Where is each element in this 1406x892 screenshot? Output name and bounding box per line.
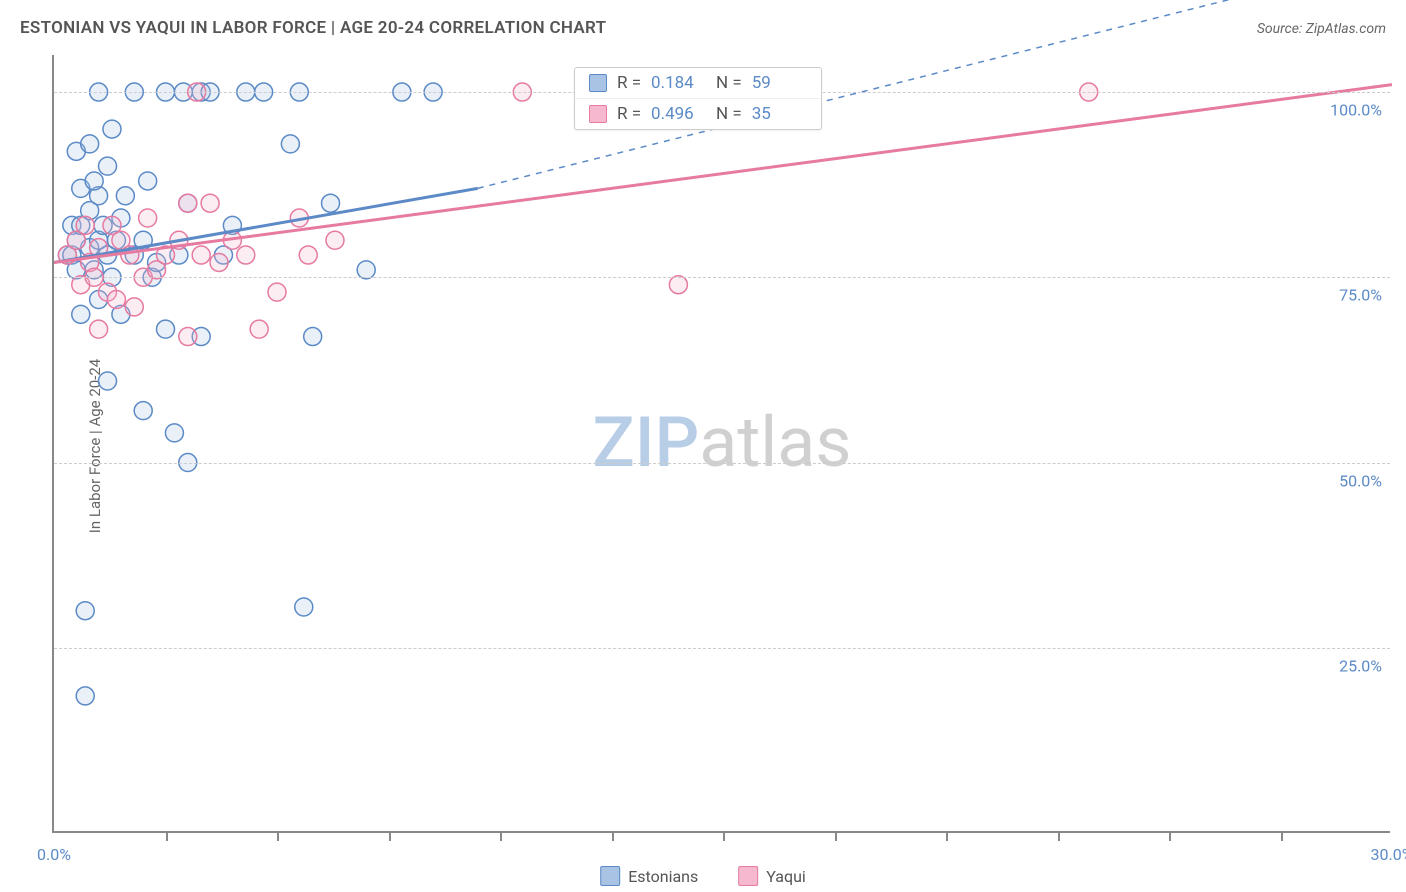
scatter-point-yaqui	[125, 298, 143, 316]
scatter-point-yaqui	[268, 283, 286, 301]
plot-area: ZIPatlas 25.0%50.0%75.0%100.0%0.0%30.0%R…	[52, 55, 1390, 833]
swatch-estonians	[589, 74, 607, 92]
gridline	[54, 277, 1390, 278]
scatter-point-yaqui	[201, 194, 219, 212]
scatter-point-yaqui	[237, 246, 255, 264]
scatter-point-estonians	[72, 305, 90, 323]
legend-swatch	[600, 866, 620, 886]
y-tick-label: 100.0%	[1330, 101, 1382, 120]
n-label: N =	[716, 104, 742, 124]
r-label: R =	[617, 73, 641, 93]
y-tick-label: 50.0%	[1339, 471, 1382, 490]
x-tick	[612, 831, 614, 841]
scatter-point-yaqui	[179, 328, 197, 346]
r-value-yaqui: 0.496	[651, 104, 706, 124]
title-bar: ESTONIAN VS YAQUI IN LABOR FORCE | AGE 2…	[20, 18, 1386, 38]
scatter-point-estonians	[81, 135, 99, 153]
x-tick-label: 0.0%	[37, 845, 71, 864]
n-value-estonians: 59	[752, 73, 807, 93]
x-tick	[166, 831, 168, 841]
scatter-point-estonians	[357, 261, 375, 279]
x-tick	[1058, 831, 1060, 841]
x-tick	[723, 831, 725, 841]
chart-title: ESTONIAN VS YAQUI IN LABOR FORCE | AGE 2…	[20, 18, 606, 38]
scatter-point-yaqui	[192, 246, 210, 264]
n-value-yaqui: 35	[752, 104, 807, 124]
scatter-point-estonians	[99, 157, 117, 175]
gridline	[54, 648, 1390, 649]
scatter-point-yaqui	[90, 320, 108, 338]
y-tick-label: 75.0%	[1339, 286, 1382, 305]
x-tick-label: 30.0%	[1371, 845, 1406, 864]
gridline	[54, 463, 1390, 464]
scatter-point-estonians	[76, 602, 94, 620]
legend: Estonians Yaqui	[600, 866, 806, 886]
chart-svg	[54, 55, 1390, 831]
correlation-stat-box: R = 0.184 N = 59 R = 0.496 N = 35	[574, 67, 822, 130]
scatter-point-estonians	[157, 320, 175, 338]
legend-item: Estonians	[600, 866, 698, 886]
legend-label: Yaqui	[766, 867, 806, 886]
scatter-point-estonians	[295, 598, 313, 616]
r-value-estonians: 0.184	[651, 73, 706, 93]
x-tick	[835, 831, 837, 841]
x-tick	[946, 831, 948, 841]
legend-item: Yaqui	[738, 866, 806, 886]
stat-row-yaqui: R = 0.496 N = 35	[575, 98, 821, 129]
scatter-point-yaqui	[179, 194, 197, 212]
x-tick	[389, 831, 391, 841]
scatter-point-estonians	[103, 120, 121, 138]
scatter-point-estonians	[134, 402, 152, 420]
scatter-point-yaqui	[210, 253, 228, 271]
scatter-point-yaqui	[250, 320, 268, 338]
source-attribution: Source: ZipAtlas.com	[1257, 21, 1386, 37]
scatter-point-estonians	[85, 172, 103, 190]
scatter-point-yaqui	[669, 276, 687, 294]
y-tick-label: 25.0%	[1339, 656, 1382, 675]
swatch-yaqui	[589, 105, 607, 123]
scatter-point-estonians	[99, 372, 117, 390]
scatter-point-yaqui	[299, 246, 317, 264]
x-tick	[1281, 831, 1283, 841]
scatter-point-yaqui	[76, 216, 94, 234]
legend-swatch	[738, 866, 758, 886]
r-label: R =	[617, 104, 641, 124]
scatter-point-estonians	[322, 194, 340, 212]
stat-row-estonians: R = 0.184 N = 59	[575, 68, 821, 98]
scatter-point-estonians	[304, 328, 322, 346]
x-tick	[1169, 831, 1171, 841]
x-tick	[277, 831, 279, 841]
scatter-point-yaqui	[107, 291, 125, 309]
scatter-point-estonians	[116, 187, 134, 205]
scatter-point-estonians	[281, 135, 299, 153]
scatter-point-estonians	[165, 424, 183, 442]
x-tick	[500, 831, 502, 841]
scatter-point-yaqui	[326, 231, 344, 249]
legend-label: Estonians	[628, 867, 698, 886]
n-label: N =	[716, 73, 742, 93]
scatter-point-estonians	[76, 687, 94, 705]
scatter-point-estonians	[139, 172, 157, 190]
scatter-point-yaqui	[139, 209, 157, 227]
